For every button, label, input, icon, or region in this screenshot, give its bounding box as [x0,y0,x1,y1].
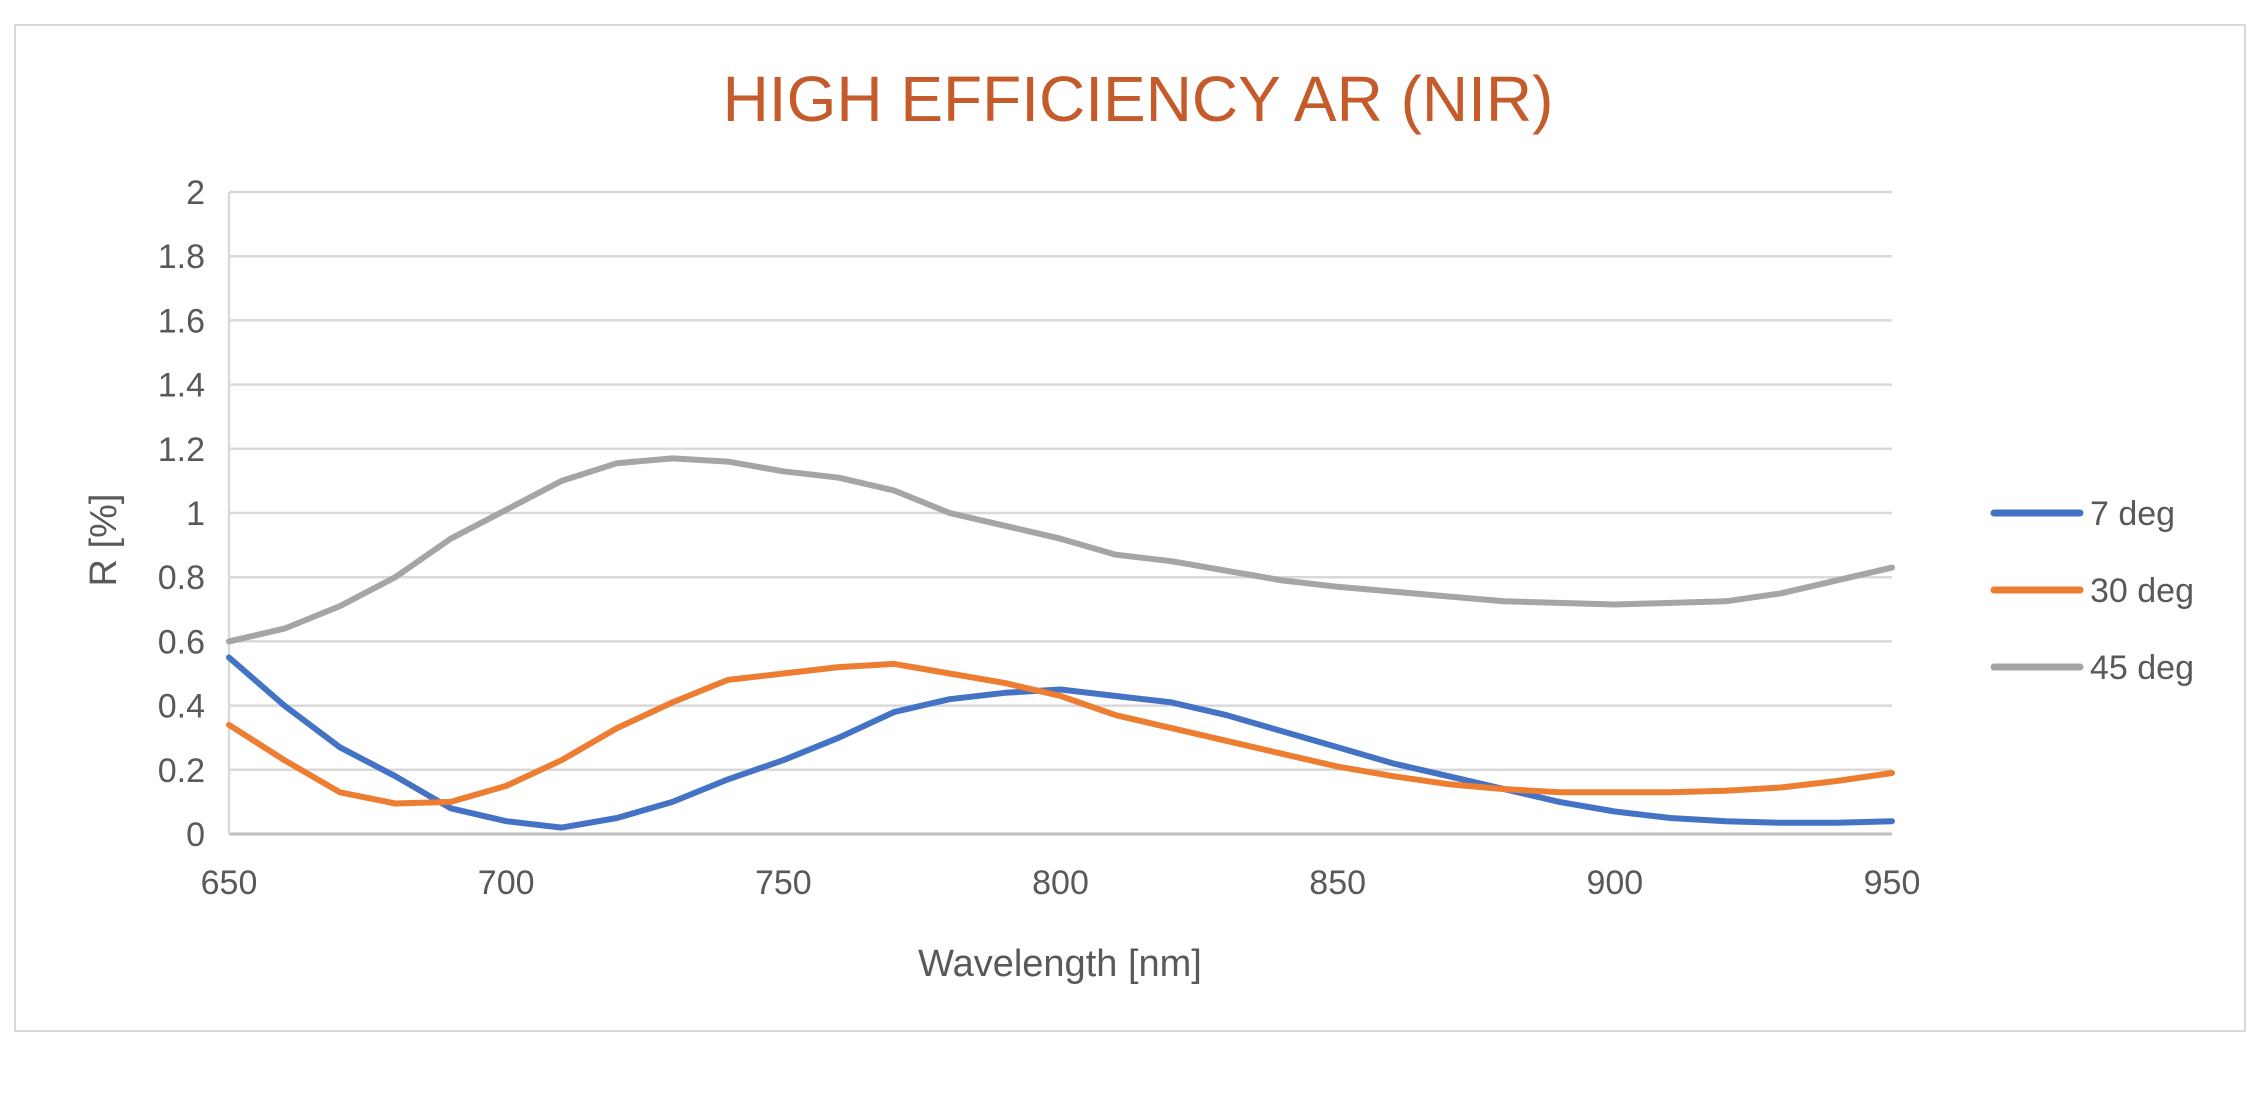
y-tick-label: 0.4 [158,688,205,726]
y-tick-label: 1.2 [158,431,205,469]
y-tick-label: 0 [186,816,205,854]
y-tick-label: 1.8 [158,238,205,276]
legend-label: 45 deg [2090,649,2194,687]
series-line-45-deg [226,455,1895,645]
x-axis-title: Wavelength [nm] [918,943,1202,985]
x-tick-label: 700 [478,864,535,902]
gridlines [227,190,1892,836]
chart-svg: HIGH EFFICIENCY AR (NIR) 0 0.2 0.4 0.6 0.8 1 1… [83,63,2194,985]
x-tick-label: 800 [1032,864,1089,902]
y-tick-label: 1.6 [158,302,205,340]
y-tick-label: 0.8 [158,559,205,597]
x-tick-label: 850 [1309,864,1366,902]
y-tick-label: 0.2 [158,752,205,790]
chart-frame: HIGH EFFICIENCY AR (NIR) 0 0.2 0.4 0.6 0.8 1 1… [14,24,2246,1032]
x-tick-label: 750 [755,864,812,902]
legend: 7 deg 30 deg 45 deg [1990,495,2194,687]
x-tick-labels: 650 700 750 800 850 900 950 [201,864,1921,902]
y-axis-title: R [%] [83,494,125,587]
y-tick-label: 1.4 [158,367,205,405]
x-tick-label: 900 [1586,864,1643,902]
x-tick-label: 950 [1864,864,1921,902]
chart-title: HIGH EFFICIENCY AR (NIR) [723,63,1554,135]
y-tick-labels: 0 0.2 0.4 0.6 0.8 1 1.2 1.4 1.6 1.8 2 [158,174,205,854]
y-tick-label: 1 [186,495,205,533]
series-lines [226,455,1895,831]
series-line-30-deg [226,660,1895,807]
y-tick-label: 0.6 [158,623,205,661]
legend-label: 30 deg [2090,572,2194,610]
series-line-7-deg [226,654,1895,831]
y-tick-label: 2 [186,174,205,212]
legend-label: 7 deg [2090,495,2175,533]
x-tick-label: 650 [201,864,258,902]
